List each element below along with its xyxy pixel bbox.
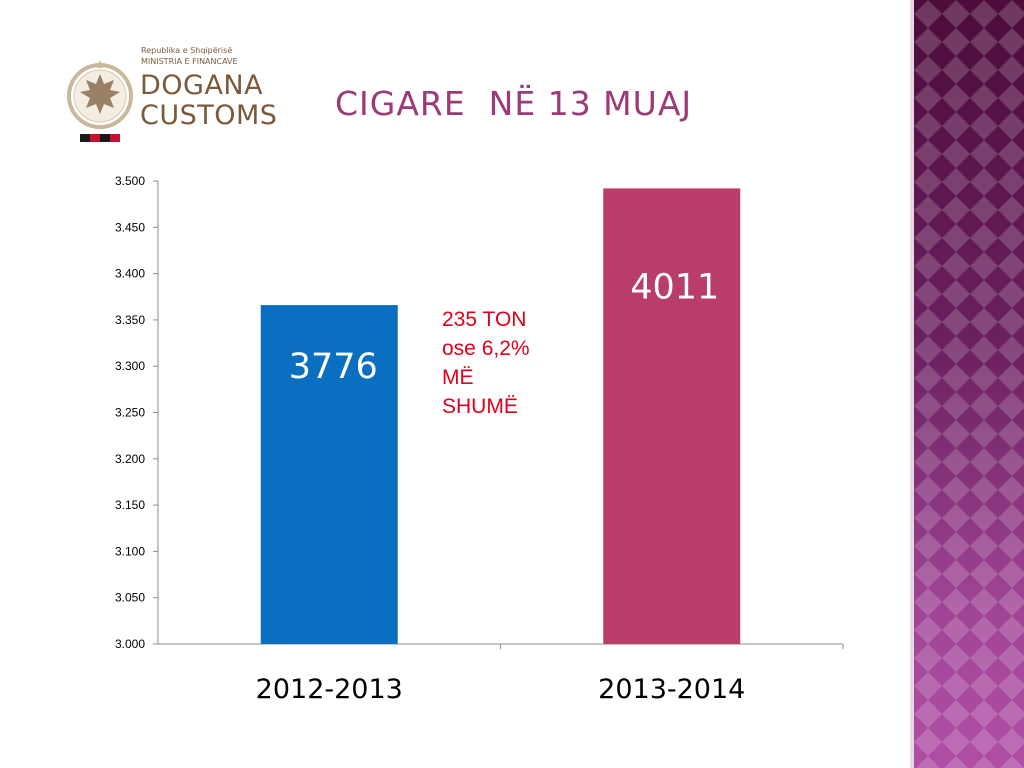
data-label: 4011 <box>630 267 719 307</box>
y-tick-label: 3.000 <box>115 637 145 651</box>
y-tick-label: 3.500 <box>115 174 145 188</box>
y-tick-label: 3.350 <box>115 313 145 327</box>
logo-ministry-text: MINISTRIA E FINANCAVE <box>141 57 238 66</box>
y-tick-label: 3.050 <box>115 591 145 605</box>
eagle-emblem-icon <box>67 60 133 142</box>
annotation-line: MË <box>442 366 474 389</box>
annotation-line: ose 6,2% <box>442 337 530 360</box>
page-title: CIGARE NË 13 MUAJ <box>335 84 693 123</box>
y-tick-label: 3.200 <box>115 452 145 466</box>
y-tick-label: 3.150 <box>115 498 145 512</box>
annotation-line: SHUMË <box>442 395 518 418</box>
logo-customs-text: CUSTOMS <box>140 100 278 131</box>
y-tick-label: 3.300 <box>115 359 145 373</box>
annotation-line: 235 TON <box>442 308 527 331</box>
decorative-side-panel <box>910 0 1024 768</box>
bar <box>603 188 741 644</box>
increase-annotation: 235 TON ose 6,2% MË SHUMË <box>442 305 530 421</box>
bar <box>260 305 398 644</box>
slide: Republika e Shqipërisë MINISTRIA E FINAN… <box>66 44 844 705</box>
logo-dogana-text: DOGANA <box>140 70 264 101</box>
logo-republic-text: Republika e Shqipërisë <box>141 46 233 55</box>
x-tick-label: 2013-2014 <box>598 674 745 705</box>
y-tick-label: 3.450 <box>115 220 145 234</box>
data-label: 3776 <box>289 347 378 387</box>
y-tick-label: 3.250 <box>115 406 145 420</box>
y-tick-label: 3.400 <box>115 267 145 281</box>
customs-logo: Republika e Shqipërisë MINISTRIA E FINAN… <box>66 44 277 144</box>
y-tick-label: 3.100 <box>115 544 145 558</box>
diamond-pattern-icon <box>914 0 1024 768</box>
bar-chart: 3.000 3.050 3.100 3.150 3.200 3.250 3.300 3.350… <box>115 174 844 705</box>
x-tick-label: 2012-2013 <box>256 674 403 705</box>
